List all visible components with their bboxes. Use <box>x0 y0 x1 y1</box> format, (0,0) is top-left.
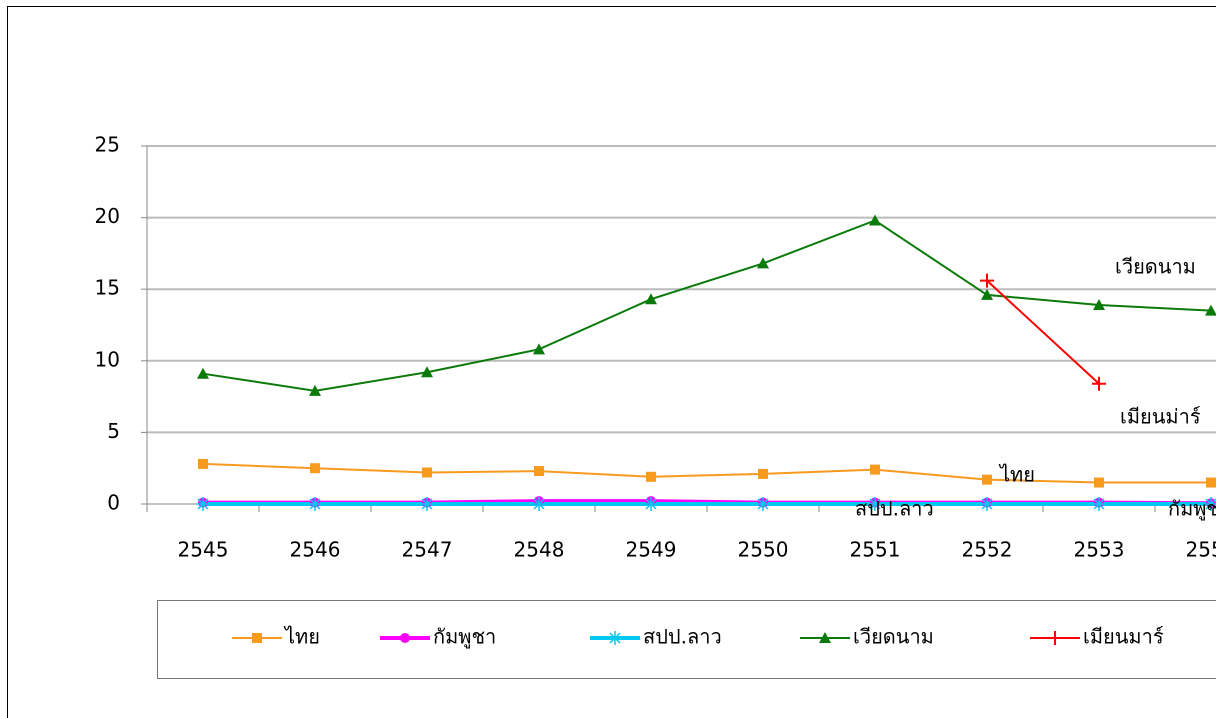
legend-marker <box>1048 631 1062 645</box>
chart-border <box>7 6 1216 718</box>
annotation: เมียนม่าร์ <box>1120 405 1201 429</box>
y-tick-label: 15 <box>95 276 120 300</box>
y-tick-label: 10 <box>95 347 120 371</box>
x-tick-label: 2553 <box>1074 538 1125 562</box>
annotation: สปป.ลาว <box>855 497 934 521</box>
annotation: ไทย <box>998 463 1035 487</box>
data-point <box>308 497 322 511</box>
x-tick-label: 2552 <box>962 538 1013 562</box>
data-point <box>869 214 881 226</box>
legend-label: สปป.ลาว <box>643 625 722 649</box>
x-tick-label: 2549 <box>626 538 677 562</box>
data-point <box>646 471 656 482</box>
legend-marker <box>400 633 410 643</box>
data-point <box>420 497 434 511</box>
data-point <box>422 467 432 478</box>
y-tick-label: 20 <box>95 204 120 228</box>
data-point <box>644 497 658 511</box>
x-tick-label: 2548 <box>514 538 565 562</box>
data-point <box>533 343 545 355</box>
x-tick-label: 2554 <box>1186 538 1216 562</box>
legend-marker <box>252 633 262 643</box>
legend-marker <box>819 632 831 643</box>
data-point <box>534 466 544 477</box>
x-tick-label: 2547 <box>402 538 453 562</box>
data-point <box>758 468 768 479</box>
series-line <box>986 279 1100 385</box>
data-point <box>870 464 880 475</box>
data-point <box>981 288 993 300</box>
data-point <box>868 497 882 511</box>
legend-label: เวียดนาม <box>853 625 934 649</box>
data-point <box>196 497 210 511</box>
x-tick-label: 2545 <box>178 538 229 562</box>
x-tick-label: 2551 <box>850 538 901 562</box>
data-point <box>1204 497 1216 511</box>
data-point <box>1093 298 1105 310</box>
data-point <box>1094 477 1104 488</box>
data-point <box>197 367 209 379</box>
data-point <box>757 257 769 269</box>
data-point <box>980 497 994 511</box>
data-point <box>982 474 992 485</box>
legend-label: กัมพูชา <box>433 625 496 650</box>
y-tick-label: 0 <box>107 491 120 515</box>
data-point <box>645 293 657 305</box>
legend-label: เมียนมาร์ <box>1083 625 1164 649</box>
series-line <box>202 219 1212 392</box>
annotation: กัมพูชา <box>1168 497 1216 522</box>
legend-box <box>157 600 1216 679</box>
data-point <box>1092 497 1106 511</box>
series-line <box>202 462 1211 484</box>
y-tick-label: 25 <box>95 133 120 157</box>
data-point <box>198 458 208 469</box>
legend-label: ไทย <box>283 625 320 649</box>
data-point <box>532 497 546 511</box>
x-tick-label: 2546 <box>290 538 341 562</box>
annotation: เวียดนาม <box>1115 255 1196 279</box>
data-point <box>756 497 770 511</box>
data-point <box>309 384 321 396</box>
y-tick-label: 5 <box>107 419 120 443</box>
x-tick-label: 2550 <box>738 538 789 562</box>
legend-marker <box>608 631 622 645</box>
data-point <box>310 463 320 474</box>
data-point <box>421 366 433 378</box>
data-point <box>980 273 994 288</box>
data-point <box>1092 376 1106 391</box>
data-point <box>1205 304 1216 316</box>
data-point <box>1206 477 1216 488</box>
